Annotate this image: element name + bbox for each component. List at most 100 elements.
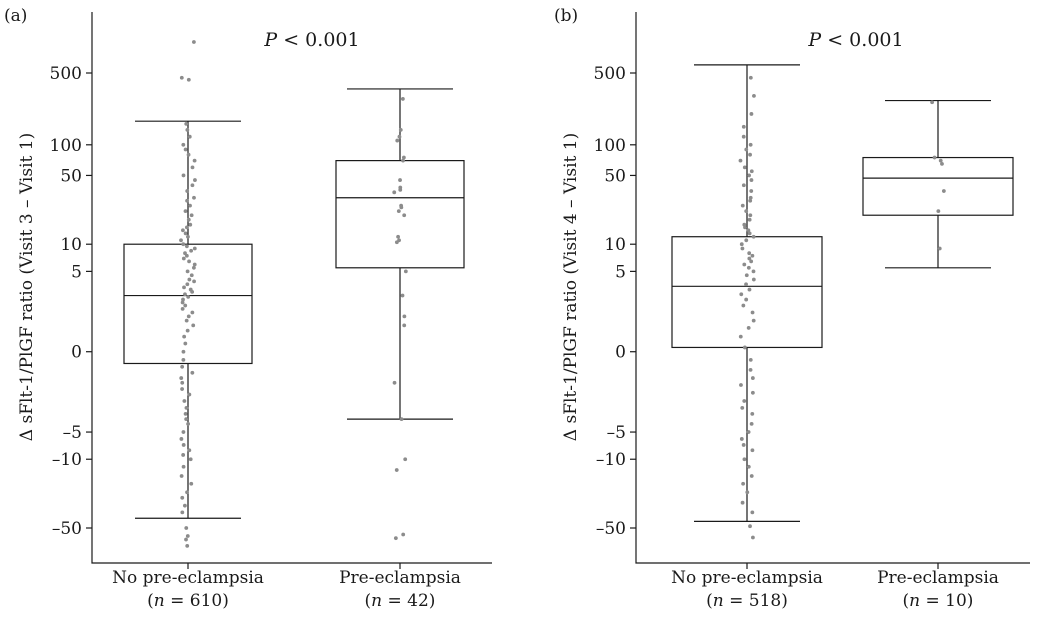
data-point <box>747 251 752 256</box>
data-point <box>932 155 937 160</box>
data-point <box>403 269 408 274</box>
data-point <box>187 134 192 139</box>
data-point <box>742 165 747 170</box>
data-point <box>189 248 194 253</box>
data-point <box>940 161 944 166</box>
y-tick-label: 0 <box>615 343 626 363</box>
data-point <box>746 228 751 233</box>
data-point <box>941 189 946 193</box>
data-point <box>181 173 186 178</box>
panel-a-p-symbol: P <box>263 29 278 51</box>
data-point <box>179 376 184 380</box>
data-point <box>183 411 188 416</box>
data-point <box>750 310 755 315</box>
data-point <box>938 158 943 163</box>
data-point <box>751 234 756 239</box>
data-point <box>400 97 405 101</box>
data-point <box>181 242 186 247</box>
data-point <box>186 217 191 222</box>
data-point <box>751 269 756 274</box>
data-point <box>185 282 190 287</box>
panel-a-p-value: P < 0.001 <box>263 29 359 51</box>
data-point <box>748 213 753 218</box>
y-tick-label: –50 <box>52 519 82 539</box>
data-point <box>180 387 184 391</box>
panel-a-category-labels: No pre-eclampsia (n = 610) Pre-eclampsia (n… <box>112 563 461 611</box>
y-tick-label: 5 <box>71 262 82 282</box>
panel-a-y-axis-label: Δ sFlt-1/PlGF ratio (Visit 3 – Visit 1) <box>17 133 37 441</box>
data-point <box>740 203 745 208</box>
panel-a-groups <box>123 40 465 548</box>
data-point <box>185 543 190 548</box>
data-point <box>741 443 746 447</box>
panel-b-axes <box>635 12 1030 564</box>
data-point <box>402 314 407 319</box>
data-point <box>402 213 407 218</box>
box-group <box>335 88 465 541</box>
data-point <box>182 285 186 290</box>
data-point <box>184 537 188 542</box>
panel-b-p-value: P < 0.001 <box>807 29 903 51</box>
data-point <box>192 195 196 200</box>
data-point <box>190 165 195 170</box>
panel-b-label: (b) <box>554 6 578 26</box>
data-point <box>397 134 402 139</box>
data-point <box>747 231 752 236</box>
data-point <box>189 273 194 278</box>
data-point <box>741 303 746 308</box>
data-point <box>185 198 189 203</box>
data-point <box>184 253 189 258</box>
iqr-box <box>862 156 1014 216</box>
data-point <box>180 380 185 385</box>
data-point <box>740 405 745 410</box>
data-point <box>186 152 191 157</box>
data-point <box>396 209 401 214</box>
data-point <box>740 246 745 251</box>
panel-a-label: (a) <box>4 6 27 26</box>
data-point <box>394 240 399 245</box>
panel-b-groups <box>671 64 1014 540</box>
data-point <box>181 464 186 469</box>
data-point <box>186 77 191 82</box>
y-tick-label: –5 <box>63 423 82 443</box>
data-point <box>185 490 189 495</box>
data-point <box>750 376 755 380</box>
data-point <box>184 225 189 230</box>
data-point <box>401 532 406 537</box>
data-point <box>399 417 404 422</box>
y-tick-label: –50 <box>596 519 626 539</box>
data-point <box>181 357 186 362</box>
data-point <box>184 244 189 249</box>
data-point <box>399 205 404 210</box>
data-point <box>192 262 197 267</box>
data-point <box>747 173 751 178</box>
data-point <box>180 495 185 500</box>
data-point <box>741 134 746 139</box>
y-tick-label: 10 <box>60 235 82 255</box>
data-point <box>739 242 744 247</box>
data-point <box>738 334 743 339</box>
data-point <box>183 341 188 346</box>
category-n-label: (n = 518) <box>706 591 788 611</box>
y-tick-label: 10 <box>604 235 626 255</box>
data-point <box>181 142 186 147</box>
y-tick-label: 500 <box>50 64 82 84</box>
data-point <box>746 326 751 330</box>
data-point <box>179 238 183 243</box>
data-point <box>181 228 185 233</box>
data-point <box>751 277 756 282</box>
data-point <box>183 209 188 214</box>
data-point <box>746 265 751 270</box>
data-point <box>180 364 185 369</box>
data-point <box>185 534 190 538</box>
data-point <box>182 503 187 508</box>
data-point <box>191 323 196 328</box>
data-point <box>180 306 185 311</box>
data-point <box>749 189 754 193</box>
category-label: No pre-eclampsia <box>112 568 264 588</box>
category-label: No pre-eclampsia <box>671 568 823 588</box>
data-point <box>185 328 190 333</box>
data-point <box>741 183 746 188</box>
